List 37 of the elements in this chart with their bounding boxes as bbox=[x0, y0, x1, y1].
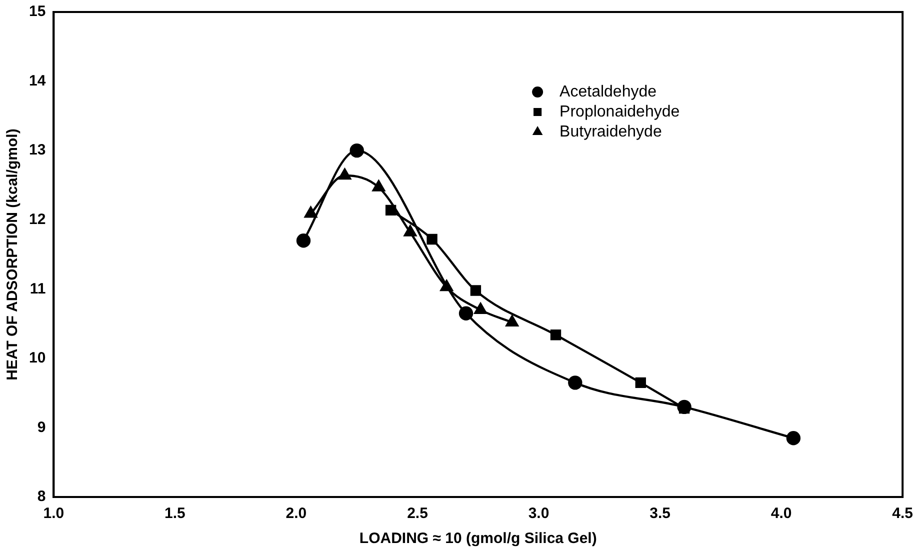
x-tick-label: 3.0 bbox=[528, 505, 550, 522]
x-tick-label: 3.5 bbox=[650, 505, 670, 522]
point bbox=[440, 280, 453, 292]
point bbox=[568, 376, 582, 390]
point bbox=[474, 302, 487, 314]
y-tick-label: 11 bbox=[30, 280, 46, 298]
y-tick-label: 10 bbox=[28, 350, 46, 367]
y-tick-label: 13 bbox=[28, 142, 46, 159]
x-tick-label: 2.5 bbox=[407, 505, 428, 522]
legend-label: Acetaldehyde bbox=[560, 83, 657, 100]
y-tick-label: 8 bbox=[37, 488, 46, 506]
point bbox=[470, 285, 482, 296]
y-tick-label: 14 bbox=[28, 72, 46, 90]
point bbox=[786, 431, 801, 446]
point bbox=[404, 225, 417, 236]
point bbox=[350, 143, 364, 158]
legend-label: Proplonaidehyde bbox=[560, 103, 680, 120]
y-tick-label: 15 bbox=[28, 3, 46, 20]
x-tick-label: 2.0 bbox=[286, 505, 307, 522]
x-axis-title: LOADING ≈ 10 (gmol/g Silica Gel) bbox=[359, 530, 597, 548]
point bbox=[338, 168, 352, 180]
point bbox=[426, 234, 438, 245]
point bbox=[458, 306, 474, 320]
x-tick-label: 4.0 bbox=[770, 505, 792, 522]
point bbox=[296, 234, 311, 248]
y-tick-label: 9 bbox=[37, 418, 46, 436]
point bbox=[635, 377, 646, 388]
point bbox=[550, 330, 562, 340]
legend-label: Butyraidehyde bbox=[560, 123, 662, 140]
x-tick-label: 1.0 bbox=[43, 505, 64, 522]
y-tick-label: 12 bbox=[28, 211, 46, 228]
x-tick-label: 4.5 bbox=[892, 505, 914, 522]
point bbox=[372, 180, 385, 192]
point bbox=[506, 315, 518, 326]
point bbox=[304, 206, 318, 218]
y-axis-title: HEAT OF ADSORPTION (kcal/gmol) bbox=[4, 128, 22, 380]
x-tick-label: 1.5 bbox=[164, 505, 186, 522]
